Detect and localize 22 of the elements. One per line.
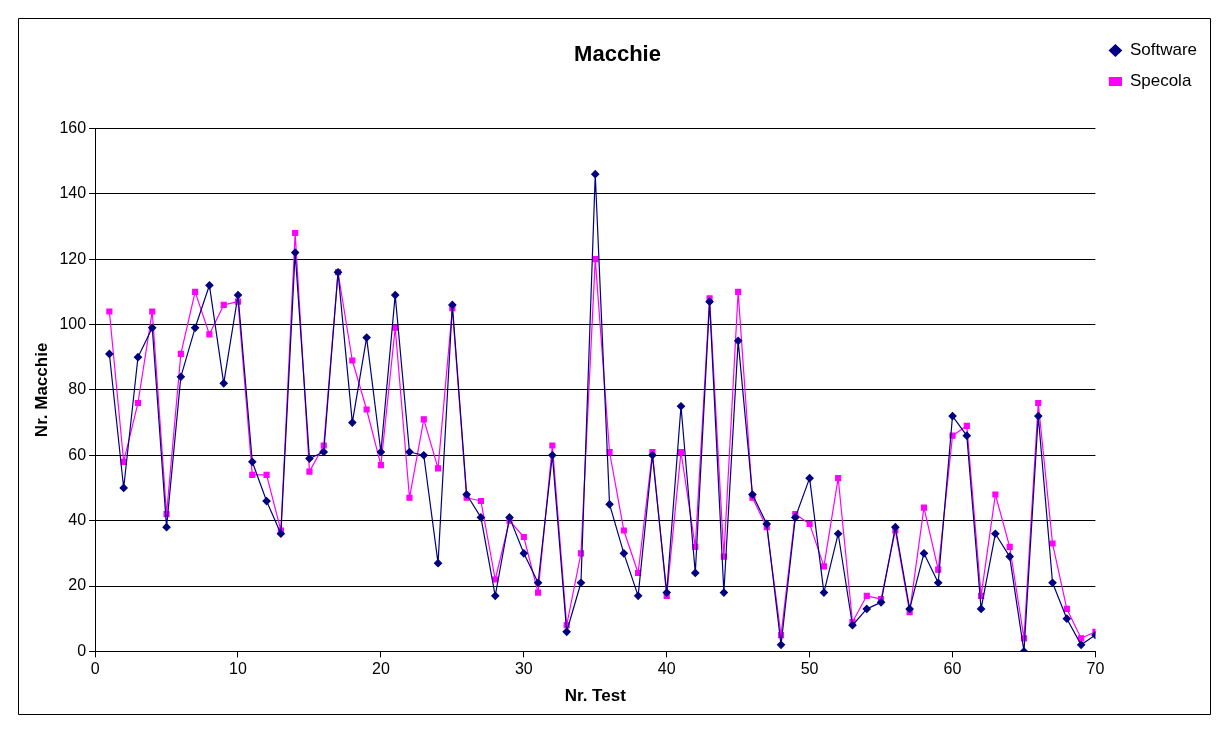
y-tick-label: 40: [68, 511, 87, 529]
y-tick-label: 120: [59, 249, 87, 267]
x-tick-label: 40: [657, 660, 676, 678]
x-tick-label: 60: [943, 660, 962, 678]
x-axis-title: Nr. Test: [564, 686, 627, 706]
y-tick-label: 80: [68, 380, 87, 398]
x-tick-label: 10: [229, 660, 247, 678]
x-tick-label: 70: [1086, 660, 1105, 678]
chart-title: Macchie: [574, 41, 661, 67]
y-tick-label: 20: [68, 576, 87, 594]
y-tick-label: 160: [59, 118, 87, 136]
y-tick-label: 60: [68, 445, 87, 463]
legend-label: Software: [1129, 40, 1198, 60]
x-tick-label: 20: [372, 660, 390, 678]
legend-label: Specola: [1129, 71, 1192, 91]
x-tick-label: 30: [514, 660, 533, 678]
y-tick-label: 100: [59, 314, 87, 332]
x-tick-label: 0: [90, 660, 100, 678]
y-axis-title: Nr. Macchie: [31, 342, 51, 438]
x-tick-label: 50: [800, 660, 819, 678]
y-tick-label: 0: [77, 641, 87, 659]
y-tick-label: 140: [59, 184, 87, 202]
